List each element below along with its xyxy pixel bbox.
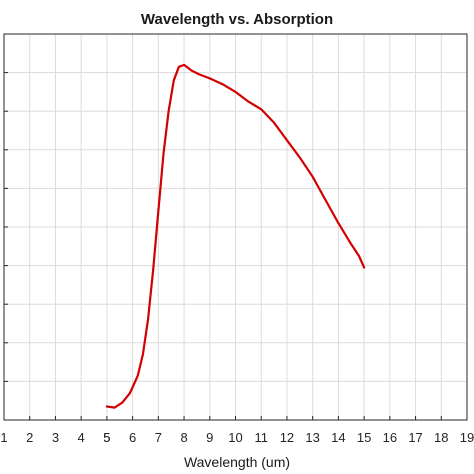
x-tick-label: 15 bbox=[357, 430, 371, 445]
data-point bbox=[260, 108, 263, 111]
x-tick-label: 2 bbox=[26, 430, 33, 445]
data-point bbox=[286, 139, 288, 142]
x-tick-labels: 1 2 3 4 55 6 7 8 9 10 11 12 13 14 15 16 17 18 19 bbox=[0, 430, 474, 445]
data-point bbox=[106, 405, 108, 408]
x-tick-label: 3 bbox=[52, 430, 59, 445]
data-point bbox=[147, 318, 149, 321]
data-point bbox=[311, 175, 314, 178]
x-tick-label: 16 bbox=[383, 430, 397, 445]
x-tick-label: 10 bbox=[228, 430, 242, 445]
x-tick-label: 14 bbox=[331, 430, 345, 445]
data-point bbox=[178, 65, 180, 68]
data-point bbox=[129, 392, 131, 394]
data-point bbox=[208, 77, 211, 80]
x-tick-label: 12 bbox=[280, 430, 294, 445]
data-point bbox=[121, 401, 124, 404]
data-point bbox=[190, 69, 193, 72]
chart-title: Wavelength vs. Absorption bbox=[141, 11, 333, 28]
x-tick-label: 1 bbox=[0, 430, 7, 445]
data-point bbox=[358, 255, 360, 257]
x-tick-label: 9 bbox=[206, 430, 213, 445]
tick-marks bbox=[3, 33, 468, 421]
data-point bbox=[198, 73, 201, 76]
data-point bbox=[221, 83, 224, 86]
data-point bbox=[142, 353, 144, 356]
data-point bbox=[152, 268, 155, 271]
x-tick-label: 11 bbox=[254, 430, 268, 445]
x-tick-label: 8 bbox=[180, 430, 187, 445]
x-tick-label: 13 bbox=[305, 430, 319, 445]
data-point bbox=[298, 156, 301, 159]
data-point bbox=[162, 152, 165, 155]
grid bbox=[3, 33, 468, 421]
data-point bbox=[363, 266, 365, 269]
x-tick-label: 5 bbox=[103, 430, 110, 445]
x-tick-label: 6 bbox=[129, 430, 136, 445]
series-layer bbox=[105, 63, 366, 409]
series-line bbox=[105, 63, 366, 409]
x-axis-label: Wavelength (um) bbox=[184, 454, 290, 470]
x-tick-label: 17 bbox=[408, 430, 422, 445]
data-point bbox=[273, 121, 275, 124]
x-tick-label: 5 bbox=[103, 430, 110, 445]
x-tick-label: 4 bbox=[78, 430, 85, 445]
data-point bbox=[172, 79, 175, 82]
data-point bbox=[113, 406, 116, 409]
data-point bbox=[337, 222, 340, 225]
data-point bbox=[350, 243, 353, 246]
data-point bbox=[157, 210, 160, 213]
data-point bbox=[136, 374, 139, 377]
x-tick-label: 7 bbox=[155, 430, 162, 445]
data-point bbox=[324, 199, 327, 201]
data-point bbox=[247, 100, 250, 103]
data-point bbox=[167, 110, 170, 113]
data-point bbox=[183, 64, 186, 66]
data-point bbox=[234, 91, 237, 93]
x-tick-label: 19 bbox=[460, 430, 474, 445]
x-tick-label: 18 bbox=[434, 430, 448, 445]
